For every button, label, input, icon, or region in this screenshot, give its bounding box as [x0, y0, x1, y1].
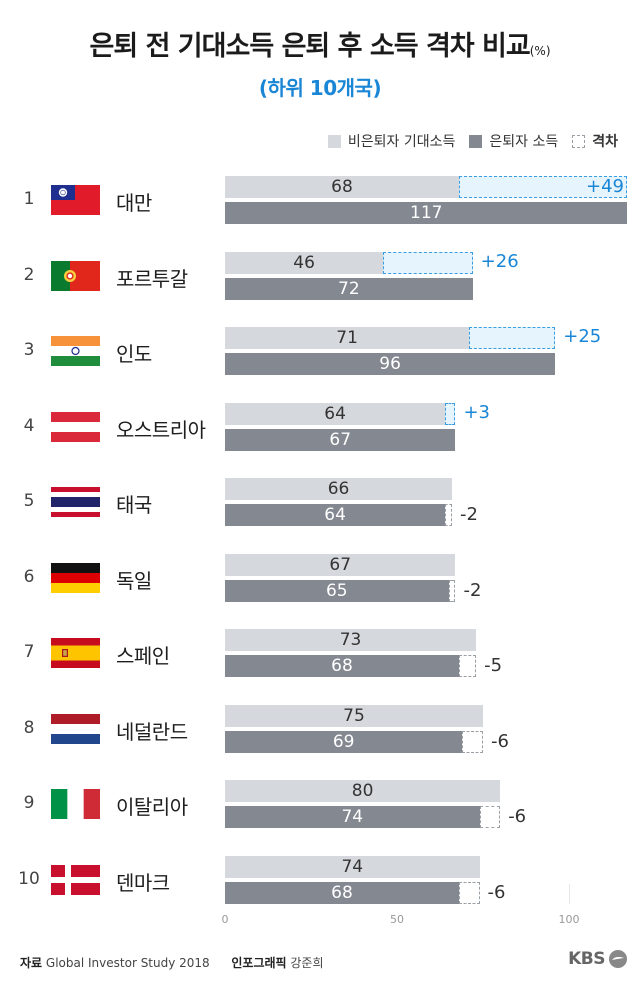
- country-label: 독일: [116, 569, 152, 593]
- gap-label: -2: [463, 580, 482, 601]
- rank-number: 10: [18, 869, 40, 889]
- rank-number: 5: [23, 491, 35, 511]
- gap-label: -6: [491, 731, 509, 752]
- x-tick-mark: [569, 884, 570, 904]
- bar-pre-retirement: 68: [225, 176, 459, 198]
- gap-label: +26: [480, 251, 519, 272]
- thailand-flag-icon: [51, 487, 100, 517]
- country-label: 이탈리아: [116, 795, 188, 819]
- x-tick-label: 50: [390, 913, 404, 926]
- kbs-logo: KBS: [568, 949, 628, 969]
- gap-box: [445, 504, 453, 526]
- country-label: 덴마크: [116, 871, 170, 895]
- graphic-author: 강준희: [290, 956, 324, 970]
- title-unit: (%): [529, 44, 551, 58]
- rank-number: 2: [23, 265, 35, 285]
- gap-box: [469, 327, 556, 349]
- gap-box: [383, 252, 473, 274]
- bar-retiree-income: 68: [225, 655, 459, 677]
- gap-label: -2: [460, 504, 478, 525]
- legend-swatch-gap: [572, 134, 586, 148]
- legend-label-pre: 비은퇴자 기대소득: [347, 134, 456, 150]
- country-label: 대만: [116, 191, 152, 215]
- rank-number: 4: [23, 416, 35, 436]
- chart-subtitle: (하위 10개국): [258, 76, 382, 100]
- kbs-logo-icon: [609, 950, 627, 968]
- bar-pre-retirement: 67: [225, 554, 456, 576]
- rank-number: 1: [23, 189, 35, 209]
- bar-retiree-income: 117: [225, 202, 628, 224]
- gap-label: -6: [508, 806, 527, 827]
- gap-box: [458, 882, 480, 904]
- bar-pre-retirement: 64: [225, 403, 446, 425]
- gap-box: [479, 806, 501, 828]
- country-label: 포르투갈: [116, 267, 188, 291]
- india-flag-icon: [51, 336, 100, 367]
- legend-swatch-post: [469, 134, 483, 148]
- logo-text: KBS: [568, 949, 605, 969]
- source-text: Global Investor Study 2018: [45, 956, 210, 970]
- rank-number: 9: [23, 793, 35, 813]
- rank-number: 3: [23, 340, 35, 360]
- graphic-label: 인포그래픽: [231, 956, 287, 970]
- bar-pre-retirement: 75: [225, 705, 483, 727]
- country-label: 오스트리아: [116, 418, 206, 442]
- bar-pre-retirement: 46: [225, 252, 384, 274]
- bar-retiree-income: 68: [225, 882, 459, 904]
- austria-flag-icon: [51, 412, 100, 443]
- bar-retiree-income: 65: [225, 580, 449, 602]
- bar-pre-retirement: 66: [225, 478, 453, 500]
- gap-label: +25: [563, 326, 602, 347]
- gap-label: +3: [463, 402, 491, 423]
- bar-retiree-income: 64: [225, 504, 446, 526]
- bar-retiree-income: 74: [225, 806, 480, 828]
- title-text: 은퇴 전 기대소득 은퇴 후 소득 격차 비교: [89, 31, 530, 62]
- denmark-flag-icon: [51, 865, 100, 895]
- rank-number: 8: [23, 718, 35, 738]
- legend: 비은퇴자 기대소득 은퇴자 소득 격차: [314, 131, 618, 151]
- bar-retiree-income: 72: [225, 278, 473, 300]
- gap-box: [445, 403, 456, 425]
- netherlands-flag-icon: [51, 714, 100, 745]
- gap-box: [462, 731, 483, 753]
- country-label: 태국: [116, 493, 152, 517]
- gap-box: [458, 655, 477, 677]
- bar-pre-retirement: 80: [225, 780, 501, 802]
- gap-label: -5: [484, 655, 503, 676]
- rank-number: 6: [23, 567, 35, 587]
- country-label: 스페인: [116, 644, 170, 668]
- spain-flag-icon: [51, 638, 100, 668]
- gap-box: [458, 176, 628, 198]
- gap-label: +49: [586, 176, 624, 197]
- portugal-flag-icon: [51, 261, 100, 291]
- source-footer: 자료 Global Investor Study 2018 인포그래픽 강준희: [20, 954, 324, 971]
- bar-pre-retirement: 74: [225, 856, 480, 878]
- bar-pre-retirement: 71: [225, 327, 470, 349]
- italy-flag-icon: [51, 789, 101, 819]
- legend-label-gap: 격차: [592, 134, 618, 150]
- bar-retiree-income: 96: [225, 353, 556, 375]
- germany-flag-icon: [51, 563, 100, 594]
- legend-swatch-pre: [327, 134, 341, 148]
- x-tick-label: 0: [221, 913, 229, 926]
- gap-label: -6: [487, 882, 506, 903]
- x-tick-label: 100: [558, 913, 580, 926]
- bar-retiree-income: 67: [225, 429, 456, 451]
- legend-label-post: 은퇴자 소득: [489, 134, 559, 150]
- chart-title: 은퇴 전 기대소득 은퇴 후 소득 격차 비교(%): [0, 24, 640, 63]
- country-label: 인도: [116, 342, 152, 366]
- bar-retiree-income: 69: [225, 731, 463, 753]
- gap-box: [448, 580, 456, 602]
- rank-number: 7: [23, 642, 35, 662]
- bar-pre-retirement: 73: [225, 629, 477, 651]
- source-label: 자료: [20, 956, 43, 970]
- taiwan-flag-icon: [51, 185, 100, 215]
- country-label: 네덜란드: [116, 720, 188, 744]
